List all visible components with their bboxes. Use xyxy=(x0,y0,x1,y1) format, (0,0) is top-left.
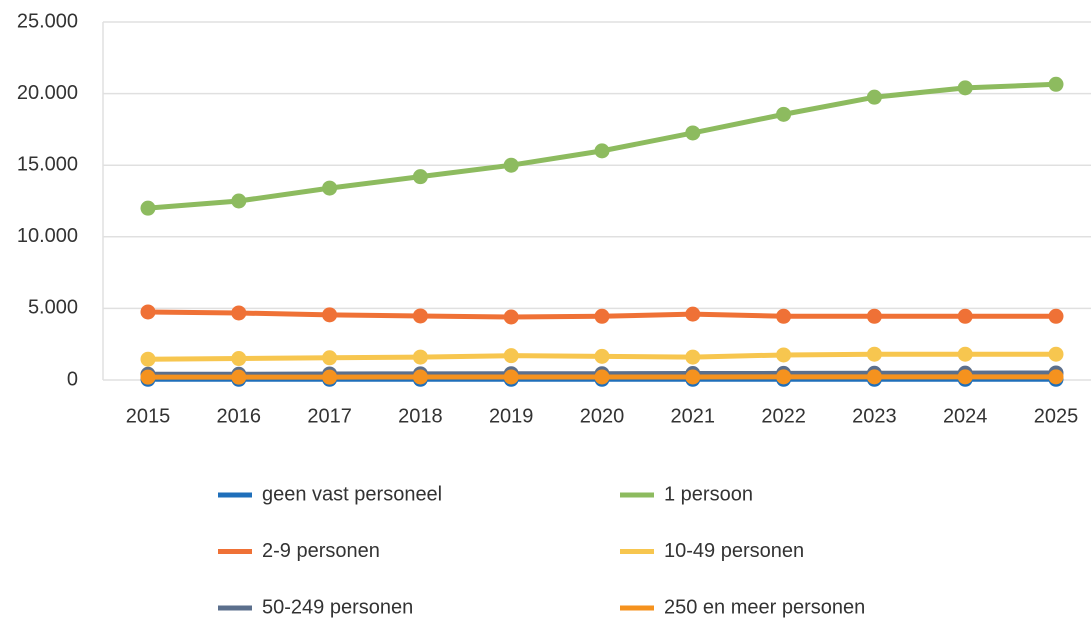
point xyxy=(504,369,519,384)
point xyxy=(595,369,610,384)
point xyxy=(776,107,791,122)
point xyxy=(1049,77,1064,92)
point xyxy=(867,347,882,362)
point xyxy=(322,307,337,322)
point xyxy=(958,369,973,384)
x-tick-label: 2024 xyxy=(943,405,988,427)
point xyxy=(231,305,246,320)
point xyxy=(141,304,156,319)
point xyxy=(322,370,337,385)
legend-label: 50-249 personen xyxy=(262,596,413,618)
point xyxy=(958,80,973,95)
y-tick-label: 20.000 xyxy=(17,82,78,104)
point xyxy=(504,348,519,363)
point xyxy=(595,143,610,158)
point xyxy=(958,309,973,324)
point xyxy=(231,194,246,209)
point xyxy=(231,351,246,366)
legend-label: 250 en meer personen xyxy=(664,596,865,618)
x-tick-label: 2022 xyxy=(761,405,806,427)
point xyxy=(685,125,700,140)
point xyxy=(685,307,700,322)
point xyxy=(867,369,882,384)
point xyxy=(685,350,700,365)
x-tick-label: 2023 xyxy=(852,405,897,427)
point xyxy=(867,90,882,105)
point xyxy=(141,201,156,216)
point xyxy=(413,369,428,384)
point xyxy=(1049,347,1064,362)
point xyxy=(595,309,610,324)
point xyxy=(685,369,700,384)
point xyxy=(1049,309,1064,324)
point xyxy=(504,309,519,324)
legend-label: 2-9 personen xyxy=(262,540,380,562)
y-tick-label: 5.000 xyxy=(28,297,78,319)
legend-label: 10-49 personen xyxy=(664,540,804,562)
point xyxy=(776,369,791,384)
point xyxy=(231,370,246,385)
point xyxy=(1049,369,1064,384)
point xyxy=(776,347,791,362)
y-tick-label: 25.000 xyxy=(17,10,78,32)
x-tick-label: 2025 xyxy=(1034,405,1079,427)
point xyxy=(413,308,428,323)
y-tick-label: 10.000 xyxy=(17,225,78,247)
point xyxy=(595,349,610,364)
x-tick-label: 2021 xyxy=(671,405,716,427)
x-tick-label: 2016 xyxy=(217,405,262,427)
point xyxy=(141,352,156,367)
point xyxy=(322,181,337,196)
legend-label: 1 persoon xyxy=(664,483,753,505)
point xyxy=(322,350,337,365)
point xyxy=(141,370,156,385)
point xyxy=(504,158,519,173)
x-tick-label: 2017 xyxy=(307,405,352,427)
y-tick-label: 0 xyxy=(67,368,78,390)
x-tick-label: 2020 xyxy=(580,405,625,427)
point xyxy=(776,309,791,324)
y-tick-label: 15.000 xyxy=(17,153,78,175)
point xyxy=(413,350,428,365)
legend-label: geen vast personeel xyxy=(262,483,442,505)
x-tick-label: 2019 xyxy=(489,405,534,427)
point xyxy=(413,169,428,184)
x-tick-label: 2018 xyxy=(398,405,443,427)
point xyxy=(958,347,973,362)
point xyxy=(867,309,882,324)
x-tick-label: 2015 xyxy=(126,405,171,427)
